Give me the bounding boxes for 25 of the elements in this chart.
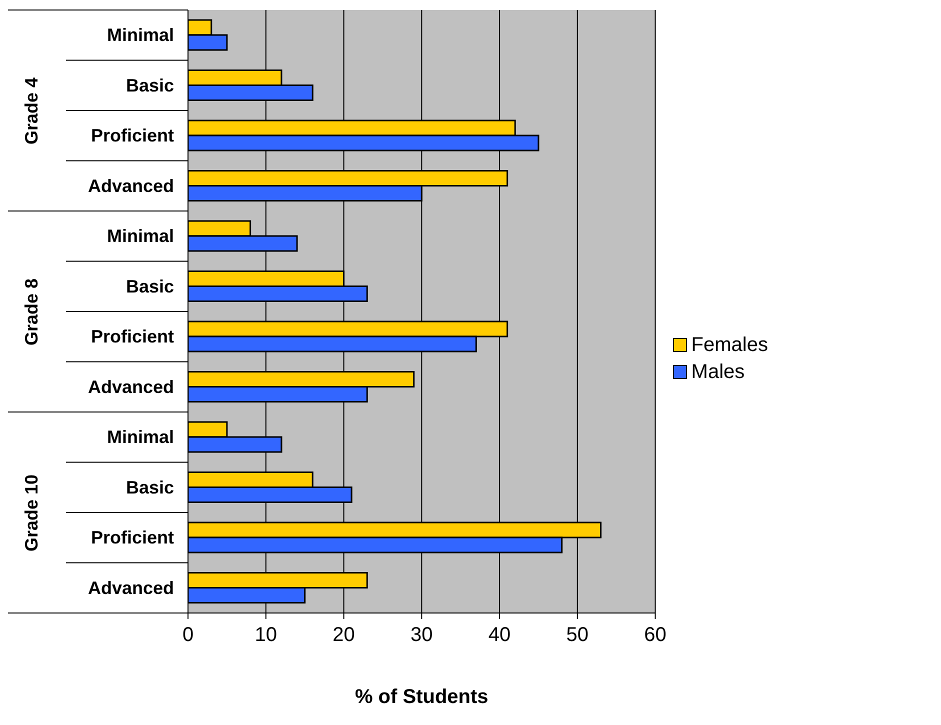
x-tick-label: 40 (488, 624, 511, 646)
y-tick-label: Basic (126, 75, 174, 96)
legend-label: Females (690, 334, 768, 356)
x-tick-label: 20 (332, 624, 355, 646)
x-axis-title: % of Students (354, 686, 488, 708)
x-tick-label: 10 (254, 624, 278, 646)
x-tick-label: 60 (644, 624, 666, 646)
x-tick-label: 0 (182, 624, 194, 646)
y-tick-label: Advanced (88, 176, 174, 196)
y-tick-label: Proficient (90, 126, 174, 146)
y-tick-label: Minimal (106, 25, 174, 46)
y-tick-label: Minimal (106, 226, 174, 246)
y-tick-label: Proficient (90, 528, 174, 548)
text: Grade 8 (22, 278, 42, 346)
y-tick-label: Minimal (106, 427, 174, 448)
legend-label: Males (690, 360, 746, 384)
y-tick-label: Advanced (88, 578, 174, 598)
text: Grade 4 (22, 76, 42, 144)
y-tick-label: Basic (126, 276, 174, 296)
y-tick-label: Advanced (88, 376, 174, 397)
y-tick-label: Basic (126, 477, 174, 498)
y-tick-label: Proficient (90, 326, 174, 347)
x-tick-label: 30 (410, 624, 433, 646)
text: Grade 10 (22, 474, 42, 552)
x-tick-label: 50 (566, 624, 589, 646)
